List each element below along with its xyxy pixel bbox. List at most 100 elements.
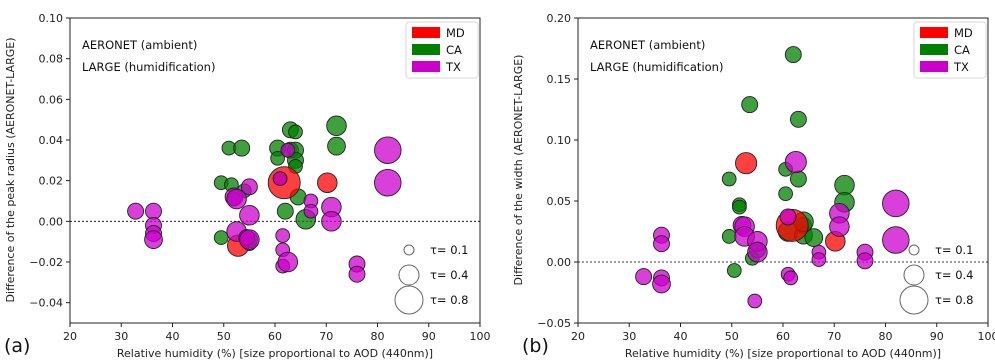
point-ca xyxy=(288,124,303,140)
legend-label-ca-b: CA xyxy=(954,43,970,57)
point-tx xyxy=(652,274,671,294)
legend-a: MD CA TX xyxy=(405,21,479,79)
x-tick-label: 30 xyxy=(114,330,128,343)
point-ca xyxy=(784,46,802,64)
point-tx xyxy=(783,270,799,286)
point-tx xyxy=(239,204,260,226)
point-tx xyxy=(321,211,342,232)
legend-label-tx-a: TX xyxy=(445,60,461,74)
x-tick-label: 60 xyxy=(776,330,790,343)
point-ca xyxy=(327,136,346,156)
point-tx xyxy=(226,188,247,210)
x-tick-label: 100 xyxy=(470,330,491,343)
x-ticks-a: 20 30 40 50 60 70 80 90 100 xyxy=(63,323,491,343)
y-tick-label: 0.00 xyxy=(547,256,572,269)
x-tick-label: 80 xyxy=(371,330,385,343)
size-legend-label-04-a: τ= 0.4 xyxy=(430,268,469,282)
point-tx xyxy=(374,168,402,197)
points-b xyxy=(635,46,910,309)
legend-swatch-tx-b xyxy=(920,61,948,72)
y-tick-label: 0.08 xyxy=(39,53,64,66)
point-ca xyxy=(778,186,793,202)
y-ticks-b: −0.05 0.00 0.05 0.10 0.15 0.20 xyxy=(537,12,578,330)
annotation-large-a: LARGE (humidification) xyxy=(82,60,215,74)
y-axis-label-a: Difference of the peak radius (AERONET-L… xyxy=(4,38,17,303)
x-tick-label: 70 xyxy=(827,330,841,343)
point-ca xyxy=(741,96,759,114)
point-tx xyxy=(145,202,162,220)
size-legend-label-08-a: τ= 0.8 xyxy=(430,293,469,307)
x-tick-label: 30 xyxy=(622,330,636,343)
legend-swatch-md-b xyxy=(920,27,948,38)
y-tick-label: 0.02 xyxy=(39,175,64,188)
point-ca xyxy=(276,202,294,220)
x-tick-label: 50 xyxy=(217,330,231,343)
y-tick-label: 0.10 xyxy=(39,12,64,25)
point-tx xyxy=(747,241,768,263)
point-tx xyxy=(272,171,288,186)
legend-swatch-md-a xyxy=(412,27,440,38)
legend-label-ca-a: CA xyxy=(446,43,462,57)
point-ca xyxy=(732,199,747,215)
annotation-large-b: LARGE (humidification) xyxy=(590,60,723,74)
point-tx xyxy=(784,150,807,174)
y-tick-label: 0.04 xyxy=(39,134,64,147)
x-tick-label: 90 xyxy=(930,330,944,343)
size-legend-circle-01-a xyxy=(403,244,415,256)
size-legend-circle-01-b xyxy=(908,244,920,256)
point-ca xyxy=(789,170,807,188)
point-tx xyxy=(747,293,763,309)
y-axis-label-b: Difference of the width (AERONET-LARGE) xyxy=(512,55,525,286)
point-ca xyxy=(270,150,285,166)
y-tick-label: 0.20 xyxy=(547,12,572,25)
legend-swatch-ca-b xyxy=(920,44,948,55)
y-tick-label: 0.15 xyxy=(547,73,572,86)
point-tx xyxy=(653,235,670,253)
y-tick-label: 0.00 xyxy=(39,215,64,228)
size-legend-label-04-b: τ= 0.4 xyxy=(935,268,974,282)
point-tx xyxy=(374,136,402,164)
legend-swatch-tx-a xyxy=(412,61,440,72)
point-ca xyxy=(213,230,229,245)
x-tick-label: 50 xyxy=(725,330,739,343)
x-ticks-b: 20 30 40 50 60 70 80 90 100 xyxy=(571,323,995,343)
legend-b: MD CA TX xyxy=(913,21,987,79)
size-legend-circle-08-a xyxy=(394,285,424,315)
point-tx xyxy=(280,142,296,158)
panel-a: 20 30 40 50 60 70 80 90 100 −0.04 −0.02 0.00 0.02 0.… xyxy=(4,12,491,360)
point-tx xyxy=(240,178,258,196)
point-tx xyxy=(882,189,910,218)
x-axis-label-b: Relative humidity (%) [size proportional… xyxy=(625,347,941,360)
x-tick-label: 20 xyxy=(63,330,77,343)
point-tx xyxy=(856,252,874,270)
size-legend-b: τ= 0.1 τ= 0.4 τ= 0.8 xyxy=(899,243,974,315)
x-tick-label: 60 xyxy=(268,330,282,343)
point-tx xyxy=(882,226,910,254)
point-md xyxy=(735,152,758,175)
y-tick-label: −0.04 xyxy=(29,297,63,310)
panel-label-a: (a) xyxy=(4,335,30,357)
legend-label-md-b: MD xyxy=(954,26,973,40)
point-ca xyxy=(721,171,737,187)
point-tx xyxy=(239,229,260,250)
points-a xyxy=(127,115,402,283)
annotation-aeronet-a: AERONET (ambient) xyxy=(82,38,197,52)
point-ca xyxy=(326,115,347,137)
x-tick-label: 70 xyxy=(319,330,333,343)
legend-label-tx-b: TX xyxy=(953,60,969,74)
panel-label-b: (b) xyxy=(522,335,549,357)
point-tx xyxy=(144,230,163,249)
point-tx xyxy=(127,202,145,220)
point-tx xyxy=(303,203,319,219)
point-md xyxy=(317,172,338,193)
x-tick-label: 20 xyxy=(571,330,585,343)
size-legend-label-08-b: τ= 0.8 xyxy=(935,293,974,307)
x-axis-label-a: Relative humidity (%) [size proportional… xyxy=(117,347,433,360)
size-legend-circle-08-b xyxy=(899,285,929,315)
point-tx xyxy=(348,265,366,283)
point-tx xyxy=(779,208,797,226)
y-ticks-a: −0.04 −0.02 0.00 0.02 0.04 0.06 0.08 0.10 xyxy=(29,12,70,310)
point-ca xyxy=(804,228,824,247)
point-tx xyxy=(829,216,850,237)
